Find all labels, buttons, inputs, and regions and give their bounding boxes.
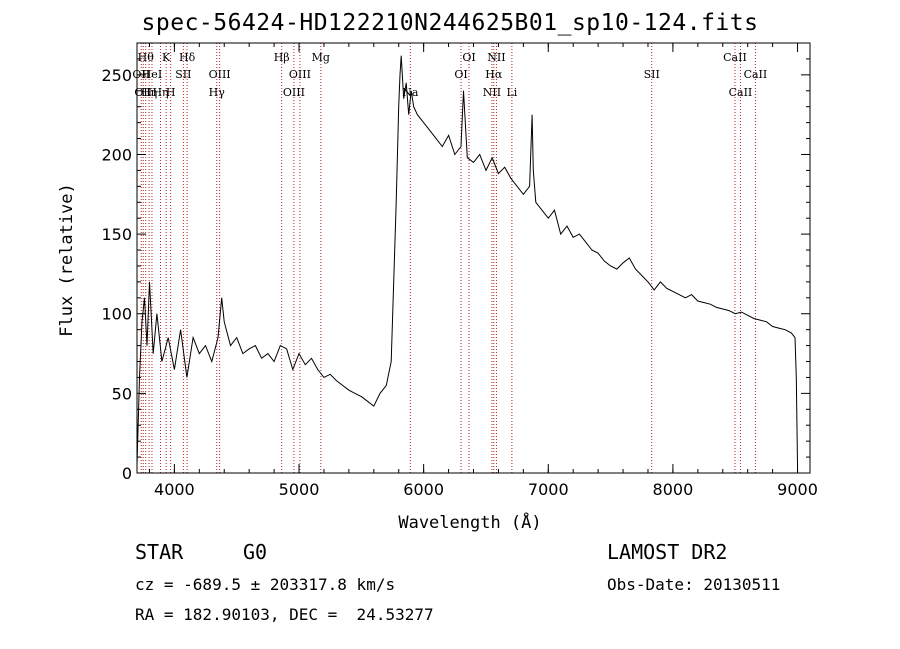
- object-class: STAR: [135, 540, 184, 564]
- y-tick-label: 200: [101, 145, 132, 164]
- line-label-mg: Mg: [312, 51, 330, 64]
- line-label-hδ: Hδ: [179, 51, 196, 64]
- x-tick-label: 7000: [528, 480, 569, 499]
- y-axis-label: Flux (relative): [57, 183, 77, 337]
- x-tick-label: 5000: [279, 480, 320, 499]
- line-label-oi: OI: [454, 68, 467, 81]
- velocity-readout: cz = -689.5 ± 203317.8 km/s: [135, 575, 396, 594]
- y-tick-label: 250: [101, 66, 132, 85]
- y-tick-label: 0: [122, 464, 132, 483]
- line-labels: OIIOIIHθHηHeIHηKHSIIHδHγOIIIHβOIIIOIIIMg…: [132, 51, 767, 99]
- line-label-sii: SII: [644, 68, 660, 81]
- y-tick-label: 100: [101, 305, 132, 324]
- chart-title: spec-56424-HD122210N244625B01_sp10-124.f…: [141, 10, 759, 36]
- spectral-line-markers: [140, 43, 756, 473]
- line-label-hη: Hη: [141, 86, 157, 99]
- spectrum-layer: [136, 55, 798, 466]
- line-label-na: Na: [402, 86, 419, 99]
- line-label-caii: CaII: [723, 51, 747, 64]
- obs-date: Obs-Date: 20130511: [607, 575, 781, 594]
- plot-frame: [136, 42, 811, 474]
- coordinates-readout: RA = 182.90103, DEC = 24.53277: [135, 605, 434, 624]
- plot-axes: [136, 42, 811, 474]
- x-tick-label: 4000: [154, 480, 195, 499]
- line-label-sii: SII: [175, 68, 191, 81]
- y-tick-label: 150: [101, 225, 132, 244]
- spectrum-line: [136, 55, 798, 466]
- line-label-oiii: OIII: [283, 86, 305, 99]
- line-label-oii: OII: [134, 86, 152, 99]
- axis-ticks: 4000 5000 6000 7000 8000 9000 0 50 100 150 200 250: [101, 43, 818, 499]
- line-label-caii: CaII: [729, 86, 753, 99]
- line-label-caii: CaII: [744, 68, 768, 81]
- line-label-hγ: Hγ: [209, 86, 226, 99]
- line-label-oii: OII: [132, 68, 150, 81]
- line-label-k: K: [162, 51, 171, 64]
- line-label-oiii: OIII: [289, 68, 311, 81]
- x-tick-label: 9000: [777, 480, 818, 499]
- line-label-oi: OI: [462, 51, 475, 64]
- line-label-hα: Hα: [485, 68, 503, 81]
- line-label-hη: Hη: [152, 86, 168, 99]
- line-label-oiii: OIII: [209, 68, 231, 81]
- x-tick-label: 6000: [403, 480, 444, 499]
- object-subclass: G0: [243, 540, 268, 564]
- line-label-nii: NII: [487, 51, 505, 64]
- line-label-li: Li: [506, 86, 517, 99]
- x-axis-label: Wavelength (Å): [398, 511, 541, 533]
- line-label-hβ: Hβ: [274, 51, 290, 64]
- line-label-nii: NII: [483, 86, 501, 99]
- line-label-h: H: [166, 86, 176, 99]
- x-tick-label: 8000: [653, 480, 694, 499]
- survey-name: LAMOST DR2: [607, 540, 728, 564]
- line-label-hθ: Hθ: [138, 51, 155, 64]
- y-tick-label: 50: [112, 384, 132, 403]
- line-label-hei: HeI: [142, 68, 162, 81]
